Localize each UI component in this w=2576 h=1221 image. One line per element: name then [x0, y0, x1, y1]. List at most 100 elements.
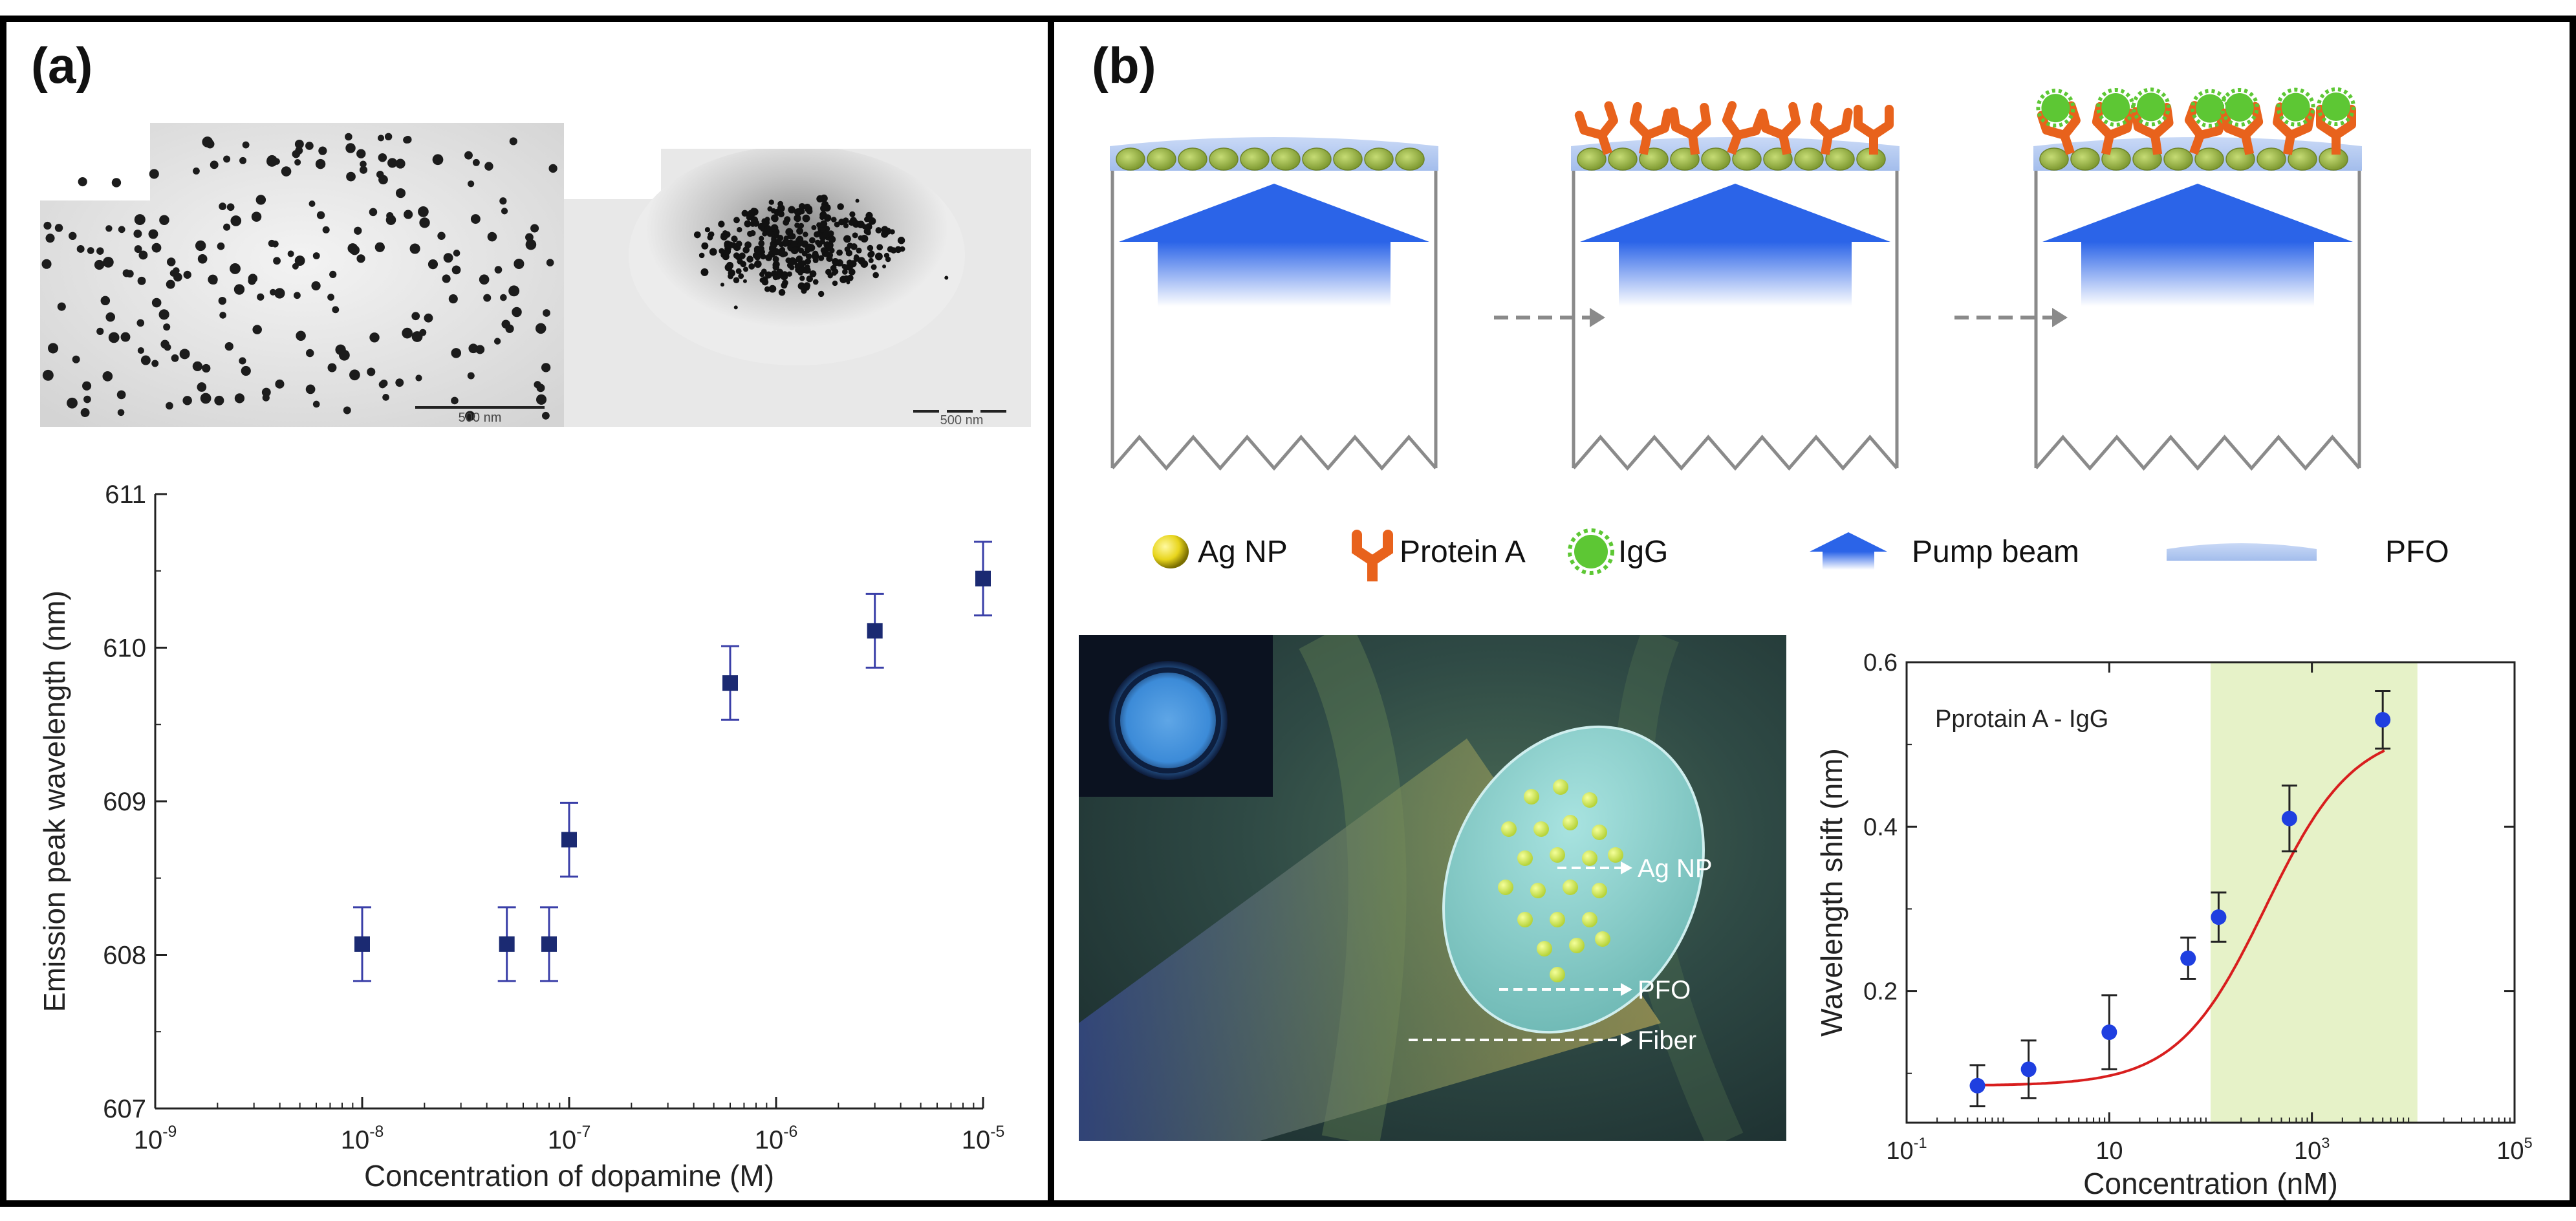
protein-a	[1810, 102, 1853, 155]
tem-particle	[820, 204, 828, 212]
tem-particle	[378, 380, 387, 389]
tem-particle	[843, 235, 851, 243]
igg-molecule	[2281, 92, 2310, 122]
tem-particle	[852, 232, 858, 239]
ag-nanoparticle	[1794, 147, 1824, 171]
y-tick-label: 0.2	[1863, 978, 1898, 1006]
tem-particle	[418, 206, 429, 217]
ag-nanoparticle	[1209, 147, 1239, 171]
tem-particle	[316, 211, 325, 219]
x-axis-label: Concentration (nM)	[2083, 1167, 2338, 1200]
tem-particle	[837, 203, 844, 210]
tem-particle	[719, 248, 725, 254]
tem-particle	[742, 279, 747, 283]
tem-particle	[704, 227, 711, 233]
tem-particle	[754, 254, 761, 261]
tem-particle	[195, 240, 206, 252]
tem-particle	[404, 210, 413, 219]
igg-molecule	[2225, 92, 2254, 122]
tem-particle	[214, 395, 224, 405]
tem-particle	[223, 155, 231, 163]
x-axis-label: Concentration of dopamine (M)	[364, 1159, 774, 1193]
tem-particle	[275, 379, 285, 389]
sensor-cell-1	[1110, 137, 1438, 471]
tem-particle	[159, 215, 169, 226]
tem-particle	[724, 242, 731, 249]
tem-particle	[871, 264, 877, 270]
tem-particle	[268, 239, 276, 247]
tem-particle	[296, 330, 306, 341]
data-point	[497, 906, 516, 982]
tem-particle	[305, 384, 316, 394]
tem-particle	[796, 208, 803, 214]
protein-a	[1574, 101, 1618, 155]
tem-particle	[241, 365, 251, 376]
ag-np-icon	[1153, 535, 1189, 568]
fiber-label-fiber: Fiber	[1638, 1026, 1696, 1055]
tem-particle	[812, 252, 819, 260]
tem-particle	[804, 246, 812, 254]
tem-particle	[771, 215, 779, 222]
tem-particle	[849, 260, 857, 268]
tem-particle	[812, 279, 819, 285]
tem-particle	[803, 203, 811, 211]
y-tick-label: 608	[103, 942, 146, 970]
tem-particle	[347, 243, 358, 254]
tem-particle	[718, 221, 725, 228]
fiber-svg: Ag NP PFO Fiber	[1079, 635, 1786, 1141]
fiber-ag-nanoparticle	[1582, 912, 1597, 927]
tem-particle	[509, 137, 517, 146]
tem-particle	[451, 265, 461, 275]
tem-particle	[387, 158, 398, 168]
tem-particle	[869, 250, 874, 256]
tem-particle	[192, 361, 202, 372]
tem-particle	[798, 239, 804, 244]
x-tick-label: 105	[2496, 1134, 2532, 1165]
tem-particle	[87, 247, 94, 254]
tem-particle	[395, 378, 404, 387]
ag-nanoparticle	[2194, 147, 2224, 171]
tem-right-scale-label: 500 nm	[940, 413, 984, 427]
fiber-ag-nanoparticle	[1550, 967, 1565, 982]
tem-particle	[308, 200, 316, 208]
tem-particle	[424, 313, 433, 323]
tem-particle	[777, 210, 785, 218]
tem-particle	[826, 255, 833, 263]
tem-particle	[744, 241, 752, 249]
tem-particle	[356, 254, 365, 263]
pump-beam-head	[2042, 184, 2353, 242]
tem-particle	[166, 402, 173, 410]
tem-particle	[847, 243, 853, 249]
fiber-ag-nanoparticle	[1569, 938, 1585, 953]
tem-particle	[100, 296, 111, 306]
tem-particle	[743, 266, 749, 272]
fiber-ag-nanoparticle	[1592, 825, 1607, 840]
tem-particle	[318, 146, 327, 155]
fiber-ag-nanoparticle	[1537, 941, 1552, 956]
tem-particle	[897, 237, 905, 244]
tem-particle	[105, 225, 113, 232]
tem-particle	[158, 309, 169, 320]
tem-particle	[105, 312, 116, 322]
tem-image-aggregated: 500 nm	[564, 149, 1031, 427]
tem-particle	[788, 259, 795, 266]
sensor-cell-3	[2033, 87, 2362, 471]
tem-particle	[534, 381, 541, 389]
tem-particle	[138, 250, 148, 260]
tem-particle	[262, 394, 270, 402]
tem-image-dispersed: 500 nm	[40, 123, 564, 427]
tem-particle	[772, 255, 779, 263]
tem-particle	[761, 278, 769, 286]
tem-particle	[747, 210, 755, 217]
pump-beam-head	[1580, 184, 1890, 242]
ag-nanoparticle	[2070, 147, 2100, 171]
tem-particle	[761, 268, 767, 274]
x-tick-label: 10-8	[341, 1123, 384, 1154]
data-point	[539, 906, 558, 982]
tem-particle	[724, 248, 731, 255]
protein-a	[1854, 105, 1894, 155]
tem-particle	[193, 167, 200, 175]
tem-particle	[257, 293, 265, 301]
x-tick-label: 10-5	[962, 1123, 1005, 1154]
tem-particle	[224, 341, 233, 351]
